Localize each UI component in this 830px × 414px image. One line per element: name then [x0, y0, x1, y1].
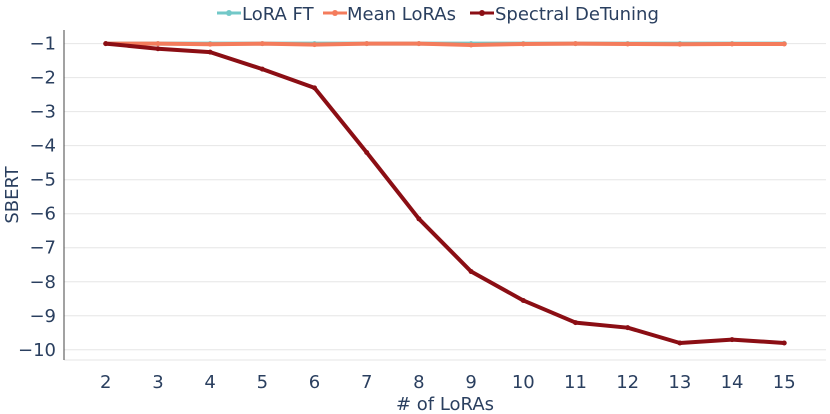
legend-item-mean-loras[interactable]: Mean LoRAs	[323, 4, 456, 25]
x-tick-label: 6	[309, 372, 320, 393]
series-line-mean-loras	[103, 41, 787, 47]
x-tick-label: 8	[413, 372, 424, 393]
data-point-mean-loras	[781, 41, 787, 47]
x-tick-label: 12	[616, 372, 639, 393]
x-tick-label: 11	[564, 372, 587, 393]
data-point-spectral-detuning	[155, 46, 161, 52]
y-tick-label: −3	[29, 102, 56, 123]
x-tick-label: 7	[361, 372, 372, 393]
data-point-mean-loras	[155, 41, 161, 47]
data-point-spectral-detuning	[572, 320, 578, 326]
data-point-mean-loras	[572, 41, 578, 47]
data-point-spectral-detuning	[259, 66, 265, 72]
y-tick-label: −7	[29, 238, 56, 259]
series-lines	[103, 41, 787, 346]
data-point-spectral-detuning	[729, 337, 735, 343]
legend-label-lora-ft: LoRA FT	[242, 4, 315, 25]
data-point-spectral-detuning	[207, 49, 213, 55]
legend-label-mean-loras: Mean LoRAs	[347, 4, 456, 25]
data-point-spectral-detuning	[781, 340, 787, 346]
legend-marker-mean-loras	[332, 10, 338, 16]
y-tick-label: −8	[29, 272, 56, 293]
data-point-mean-loras	[416, 41, 422, 47]
x-tick-label: 14	[721, 372, 744, 393]
x-tick-label: 9	[465, 372, 476, 393]
x-tick-label: 4	[204, 372, 215, 393]
data-point-mean-loras	[520, 41, 526, 47]
x-tick-labels: 2 3 4 5 6 7 8 9 10 11 12 13 14 15	[100, 372, 796, 393]
x-axis-title: # of LoRAs	[396, 394, 494, 414]
series-spectral-detuning	[103, 41, 787, 346]
legend-item-spectral-detuning[interactable]: Spectral DeTuning	[470, 4, 659, 25]
y-tick-label: −10	[18, 340, 56, 361]
data-point-spectral-detuning	[416, 216, 422, 222]
y-axis-title: SBERT	[2, 165, 23, 223]
x-tick-label: 13	[668, 372, 691, 393]
series-line-spectral-detuning	[103, 41, 787, 345]
y-tick-label: −1	[29, 34, 56, 55]
y-tick-label: −5	[29, 170, 56, 191]
data-point-mean-loras	[468, 42, 474, 48]
y-tick-label: −2	[29, 68, 56, 89]
legend-item-lora-ft[interactable]: LoRA FT	[217, 4, 315, 25]
data-point-mean-loras	[677, 41, 683, 47]
y-tick-label: −9	[29, 306, 56, 327]
x-tick-label: 10	[512, 372, 535, 393]
data-point-spectral-detuning	[625, 325, 631, 331]
data-point-mean-loras	[729, 41, 735, 47]
data-point-mean-loras	[364, 41, 370, 47]
y-tick-label: −6	[29, 204, 56, 225]
data-point-mean-loras	[312, 42, 318, 48]
legend-label-spectral-detuning: Spectral DeTuning	[495, 4, 659, 25]
grid-lines	[64, 43, 826, 361]
x-tick-label: 15	[773, 372, 796, 393]
data-point-mean-loras	[207, 41, 213, 47]
data-point-spectral-detuning	[520, 297, 526, 303]
data-point-spectral-detuning	[312, 85, 318, 91]
legend-marker-spectral-detuning	[479, 10, 485, 16]
data-point-spectral-detuning	[468, 269, 474, 275]
data-point-mean-loras	[259, 41, 265, 47]
data-point-spectral-detuning	[677, 340, 683, 346]
y-tick-label: −4	[29, 136, 56, 157]
legend: LoRA FT Mean LoRAs Spectral DeTuning	[217, 4, 659, 25]
legend-marker-lora-ft	[226, 10, 232, 16]
data-point-spectral-detuning	[364, 149, 370, 155]
y-tick-labels: −1 −2 −3 −4 −5 −6 −7 −8 −9 −10	[18, 34, 56, 361]
data-point-spectral-detuning	[103, 41, 109, 47]
x-tick-label: 2	[100, 372, 111, 393]
x-tick-label: 3	[152, 372, 163, 393]
data-point-mean-loras	[625, 41, 631, 47]
x-tick-label: 5	[257, 372, 268, 393]
